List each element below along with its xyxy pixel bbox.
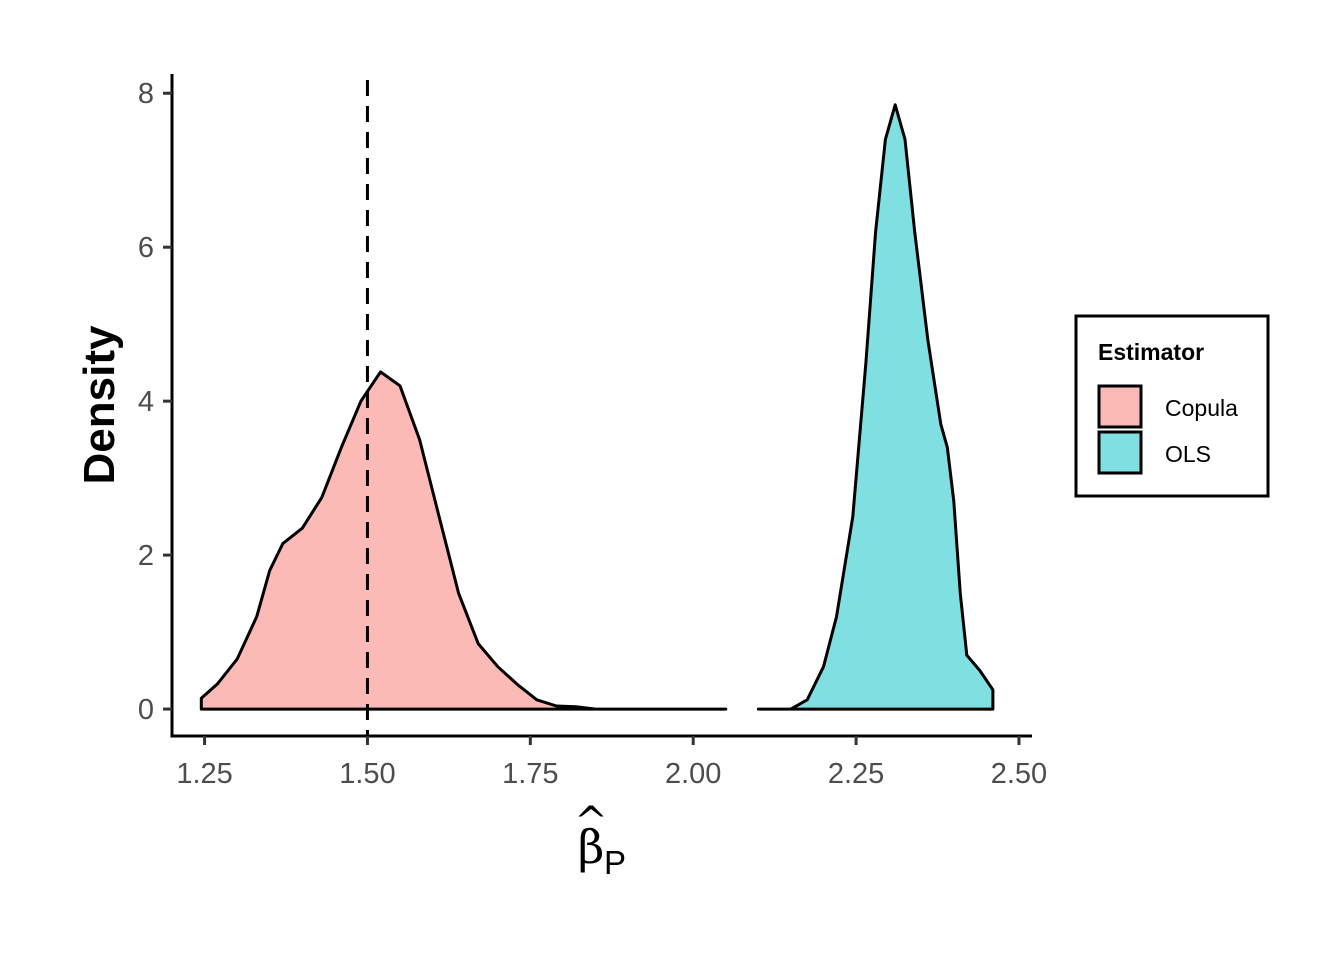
legend-label-copula: Copula	[1165, 395, 1238, 421]
density-areas	[199, 103, 995, 711]
x-tick-label: 2.25	[828, 758, 884, 790]
x-tick-label: 2.00	[665, 758, 721, 790]
legend: Estimator Copula OLS	[1074, 314, 1270, 498]
x-tick-label: 2.50	[991, 758, 1047, 790]
y-ticks: 0 2 4 6 8	[138, 78, 172, 726]
legend-title: Estimator	[1098, 339, 1204, 365]
x-axis-title-hat: ^	[574, 799, 608, 845]
x-tick-label: 1.75	[502, 758, 558, 790]
density-area-copula	[199, 370, 728, 711]
x-tick-label: 1.50	[339, 758, 395, 790]
legend-key-ols	[1097, 430, 1143, 475]
y-tick-label: 8	[138, 78, 154, 110]
y-tick-label: 0	[138, 694, 154, 726]
x-axis-title-subscript: P	[604, 844, 626, 881]
y-tick-label: 6	[138, 232, 154, 264]
density-area-ols	[756, 103, 995, 711]
x-ticks: 1.25 1.50 1.75 2.00 2.25 2.50	[176, 736, 1047, 790]
axes: 0 2 4 6 8 1.25 1.50 1.75 2.00 2.25 2.50	[138, 74, 1047, 790]
legend-key-copula	[1097, 384, 1143, 429]
y-tick-label: 2	[138, 540, 154, 572]
x-tick-label: 1.25	[176, 758, 232, 790]
y-axis-title: Density	[75, 325, 124, 484]
x-axis-title-symbol: β	[578, 820, 605, 874]
legend-label-ols: OLS	[1165, 441, 1211, 467]
y-tick-label: 4	[138, 386, 154, 418]
x-axis-title: ^ β P	[574, 799, 626, 881]
